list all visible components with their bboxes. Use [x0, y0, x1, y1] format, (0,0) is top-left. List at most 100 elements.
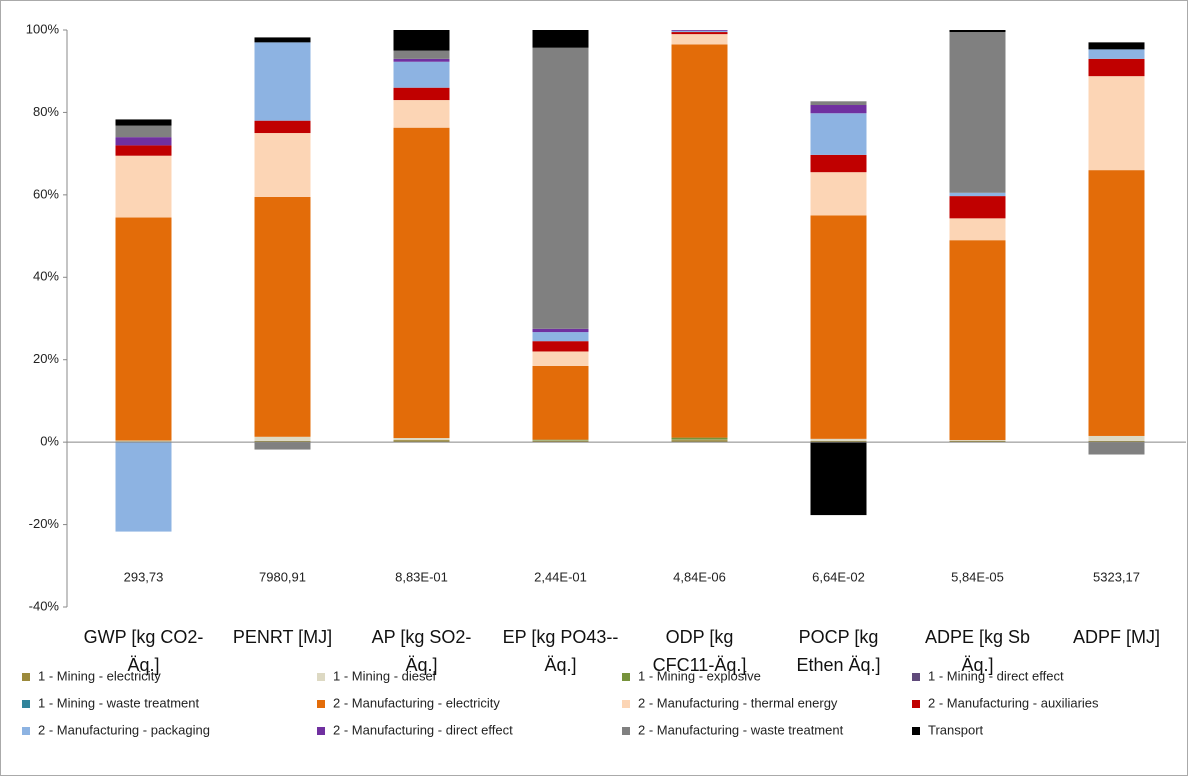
legend-swatch — [317, 727, 325, 735]
bar-segment — [671, 30, 728, 31]
bar-segment — [810, 438, 867, 441]
bar-segment — [671, 32, 728, 35]
legend-label: 1 - Mining - diesel — [333, 668, 436, 683]
total-label: 2,44E-01 — [534, 569, 587, 584]
bar-segment — [949, 218, 1006, 241]
bar-segment — [949, 32, 1006, 193]
total-label: 5323,17 — [1093, 569, 1140, 584]
bar-segment — [393, 50, 450, 59]
bar-segment — [532, 332, 589, 342]
y-tick-label: 60% — [33, 186, 59, 201]
y-tick-label: 100% — [26, 21, 60, 36]
total-label: 7980,91 — [259, 569, 306, 584]
bar-segment — [810, 105, 867, 114]
bar-segment — [393, 87, 450, 101]
bar-segment — [254, 442, 311, 450]
bar-segment — [393, 440, 450, 443]
legend-label: 1 - Mining - electricity — [38, 668, 161, 683]
bar-segment — [115, 155, 172, 218]
bar-segment — [254, 37, 311, 43]
bar-segment — [532, 440, 589, 443]
bar-segment — [810, 101, 867, 106]
bar-segment — [949, 240, 1006, 441]
bar-segment — [1088, 440, 1145, 443]
bar-segment — [115, 217, 172, 441]
bar-segment — [393, 58, 450, 62]
bar-segment — [949, 196, 1006, 219]
bar-segment — [1088, 435, 1145, 441]
total-label: 4,84E-06 — [673, 569, 726, 584]
bar-segment — [254, 436, 311, 441]
legend-swatch — [22, 727, 30, 735]
bar-segment — [1088, 170, 1145, 436]
bar-segment — [1088, 49, 1145, 59]
bar-segment — [949, 192, 1006, 197]
bar-segment — [393, 61, 450, 88]
legend-label: 2 - Manufacturing - direct effect — [333, 722, 513, 737]
legend-swatch — [912, 700, 920, 708]
bar-segment — [532, 341, 589, 352]
legend-label: 1 - Mining - direct effect — [928, 668, 1064, 683]
legend-swatch — [622, 673, 630, 681]
bar-segment — [532, 328, 589, 333]
bar-segment — [393, 30, 450, 51]
bar-segment — [115, 119, 172, 126]
legend-label: 1 - Mining - explosive — [638, 668, 761, 683]
legend-swatch — [912, 727, 920, 735]
legend-swatch — [622, 727, 630, 735]
x-tick-label: EP [kg PO43-- Äq.] — [502, 627, 619, 675]
bar-segment — [115, 442, 172, 532]
bar-segment — [671, 44, 728, 438]
legend-label: 2 - Manufacturing - auxiliaries — [928, 695, 1099, 710]
y-tick-label: 20% — [33, 351, 59, 366]
bar-segment — [532, 439, 589, 441]
bar-segment — [671, 34, 728, 45]
bar-segment — [254, 440, 311, 443]
x-tick-label: PENRT [MJ] — [232, 627, 333, 647]
bar-segment — [810, 113, 867, 155]
bar-segment — [254, 133, 311, 197]
y-tick-label: 0% — [40, 434, 59, 449]
y-tick-label: 40% — [33, 269, 59, 284]
bar-segment — [810, 215, 867, 439]
bar-segment — [115, 145, 172, 156]
x-tick-label: ODP [kg CFC11-Äq.] — [652, 627, 747, 675]
legend-swatch — [622, 700, 630, 708]
legend-label: 2 - Manufacturing - thermal energy — [638, 695, 838, 710]
bar-segment — [810, 154, 867, 173]
x-tick-label: ADPE [kg Sb Äq.] — [924, 627, 1031, 675]
total-label: 8,83E-01 — [395, 569, 448, 584]
bar-segment — [810, 172, 867, 216]
bar-segment — [671, 440, 728, 443]
bar-segment — [1088, 58, 1145, 77]
legend-swatch — [22, 700, 30, 708]
bar-segment — [949, 440, 1006, 443]
bar-segment — [393, 127, 450, 439]
bar-segment — [1088, 42, 1145, 50]
y-tick-label: 80% — [33, 104, 59, 119]
legend-swatch — [317, 673, 325, 681]
legend-label: 1 - Mining - waste treatment — [38, 695, 200, 710]
bar-segment — [393, 438, 450, 441]
legend-swatch — [912, 673, 920, 681]
x-tick-label: ADPF [MJ] — [1072, 627, 1160, 647]
legend-label: 2 - Manufacturing - packaging — [38, 722, 210, 737]
bar-segment — [115, 125, 172, 138]
legend-swatch — [317, 700, 325, 708]
bar-segment — [1088, 76, 1145, 171]
bar-segment — [532, 47, 589, 329]
total-label: 293,73 — [124, 569, 164, 584]
total-label: 6,64E-02 — [812, 569, 865, 584]
x-tick-label: POCP [kg Ethen Äq.] — [796, 627, 881, 675]
x-tick-label: GWP [kg CO2- Äq.] — [83, 627, 204, 675]
bar-segment — [949, 440, 1006, 441]
bar-segment — [254, 120, 311, 134]
legend-label: 2 - Manufacturing - electricity — [333, 695, 500, 710]
bar-segment — [532, 351, 589, 366]
bar-segment — [810, 442, 867, 516]
bar-segment — [532, 365, 589, 440]
total-label: 5,84E-05 — [951, 569, 1004, 584]
x-tick-label: AP [kg SO2- Äq.] — [371, 627, 472, 675]
